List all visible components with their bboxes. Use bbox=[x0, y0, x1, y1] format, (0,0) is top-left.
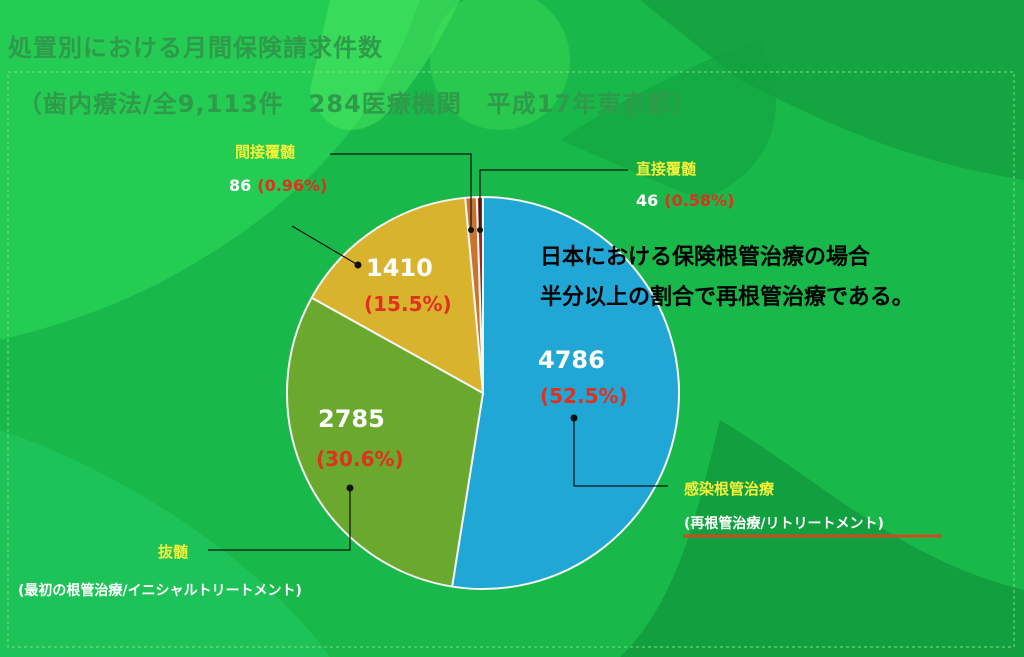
leader-dot-kansen bbox=[570, 414, 578, 422]
label-kansetsu-values: 86 (0.96%) bbox=[229, 176, 327, 195]
leader-lines bbox=[208, 153, 668, 551]
label-chokusetsu: 直接覆髄 bbox=[636, 160, 697, 178]
leader-dot-kansetsu bbox=[468, 227, 474, 233]
leader-dot-chokusetsu bbox=[477, 227, 483, 233]
label-kansen-subtitle: (再根管治療/リトリートメント) bbox=[684, 516, 884, 532]
chart-title: 処置別における月間保険請求件数 bbox=[8, 34, 383, 62]
slice-percent-kansetsu: (0.96%) bbox=[257, 176, 328, 195]
slice-value-chokusetsu: 46 bbox=[636, 191, 659, 210]
slice-value-1410: 1410 bbox=[366, 254, 433, 282]
leader-line-chokusetsu bbox=[479, 169, 628, 230]
slice-value-basui: 2785 bbox=[318, 405, 385, 433]
leader-dot-1410 bbox=[354, 261, 362, 269]
label-basui-subtitle: (最初の根管治療/イニシャルトリートメント) bbox=[18, 583, 302, 599]
slice-value-kansetsu: 86 bbox=[229, 176, 252, 195]
leader-dot-basui bbox=[346, 484, 354, 492]
label-chokusetsu-values: 46 (0.58%) bbox=[636, 191, 734, 210]
chart-subtitle: （歯内療法/全9,113件 284医療機関 平成17年東京都） bbox=[18, 90, 698, 118]
annotation-line-1: 日本における保険根管治療の場合 bbox=[540, 245, 871, 270]
leader-line-kansetsu bbox=[330, 153, 472, 230]
label-basui: 抜髄 bbox=[158, 543, 189, 561]
slice-percent-1410: (15.5%) bbox=[364, 292, 452, 316]
leader-line-basui bbox=[208, 488, 351, 551]
leader-line-kansen bbox=[573, 418, 668, 487]
label-kansen: 感染根管治療 bbox=[684, 480, 775, 498]
slice-kansen bbox=[450, 195, 680, 590]
slice-value-kansen: 4786 bbox=[538, 346, 605, 374]
slice-percent-chokusetsu: (0.58%) bbox=[664, 191, 735, 210]
slice-percent-basui: (30.6%) bbox=[316, 447, 404, 471]
label-kansetsu: 間接覆髄 bbox=[235, 143, 296, 161]
annotation-line-2: 半分以上の割合で再根管治療である。 bbox=[540, 285, 914, 310]
slice-percent-kansen: (52.5%) bbox=[540, 384, 628, 408]
slice-basui bbox=[286, 296, 485, 588]
leader-line-1410 bbox=[291, 225, 359, 266]
slice-1410 bbox=[310, 196, 485, 395]
